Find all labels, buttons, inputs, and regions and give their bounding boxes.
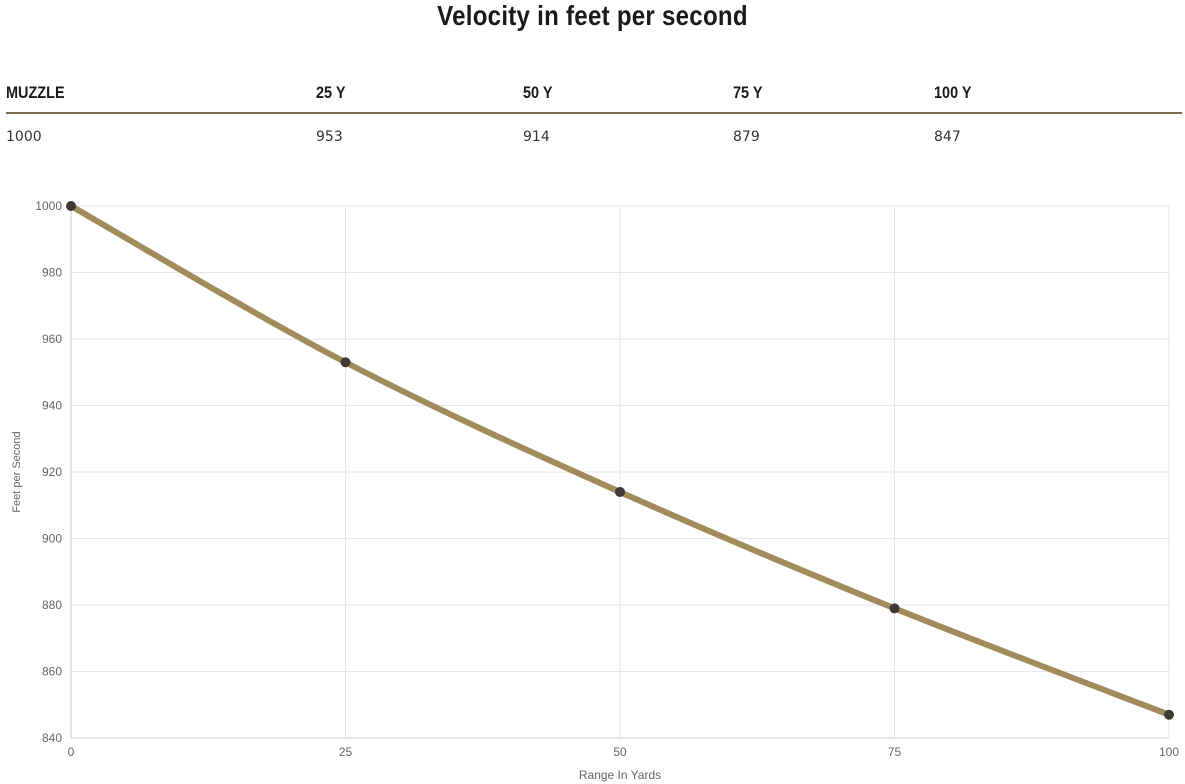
y-tick-label: 980 — [42, 266, 62, 280]
x-tick-label: 75 — [888, 745, 902, 759]
chart-grid — [70, 205, 1170, 739]
y-tick-label: 880 — [42, 598, 62, 612]
data-point — [1164, 709, 1174, 720]
x-tick-label: 100 — [1159, 745, 1179, 759]
x-tick-label: 0 — [68, 745, 75, 759]
y-tick-label: 940 — [42, 399, 62, 413]
velocity-table-header: MUZZLE 25 Y 50 Y 75 Y 100 Y — [6, 78, 1182, 114]
value-muzzle: 1000 — [6, 129, 42, 145]
y-tick-label: 900 — [42, 532, 62, 546]
header-muzzle: MUZZLE — [6, 83, 65, 102]
x-axis-label: Range In Yards — [579, 768, 661, 782]
velocity-table: MUZZLE 25 Y 50 Y 75 Y 100 Y 1000 953 914… — [6, 78, 1182, 145]
velocity-line-chart: 840 860 880 900 920 940 960 980 1000 0 25 50 75 100 R… — [11, 199, 1179, 782]
chart-title: Velocity in feet per second — [437, 0, 748, 31]
chart-series — [66, 201, 1174, 720]
header-25y: 25 Y — [316, 83, 346, 102]
header-50y: 50 Y — [523, 83, 553, 102]
data-point — [889, 603, 900, 614]
header-100y: 100 Y — [934, 83, 972, 102]
data-point — [340, 357, 351, 368]
y-tick-label: 920 — [42, 465, 62, 479]
x-tick-label: 25 — [339, 745, 353, 759]
chart-axes — [70, 206, 1169, 739]
value-100y: 847 — [934, 129, 961, 145]
y-tick-label: 840 — [42, 731, 62, 745]
value-75y: 879 — [733, 129, 760, 145]
y-tick-label: 960 — [42, 332, 62, 346]
data-point — [66, 201, 76, 211]
data-point — [615, 486, 625, 497]
y-tick-label: 860 — [42, 665, 62, 679]
chart-tick-labels: 840 860 880 900 920 940 960 980 1000 0 25 50 75 100 — [35, 199, 1179, 759]
value-50y: 914 — [523, 129, 550, 145]
y-tick-label: 1000 — [35, 199, 62, 213]
header-75y: 75 Y — [733, 83, 763, 102]
y-axis-label: Feet per Second — [11, 431, 23, 512]
velocity-table-row: 1000 953 914 879 847 — [6, 114, 1182, 145]
x-tick-label: 50 — [613, 745, 627, 759]
value-25y: 953 — [316, 129, 343, 145]
